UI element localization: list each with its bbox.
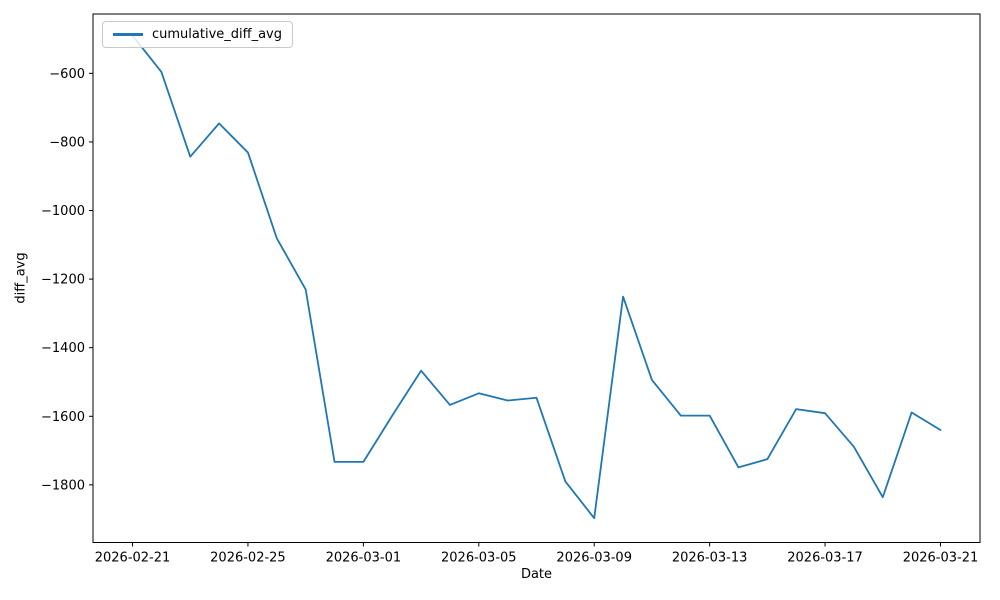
- x-tick-label: 2026-03-13: [672, 551, 748, 566]
- legend-line-swatch: [113, 33, 143, 36]
- y-axis-title: diff_avg: [13, 252, 29, 304]
- y-tick-label: −1800: [41, 478, 85, 493]
- x-tick-label: 2026-03-09: [556, 551, 632, 566]
- x-axis-title: Date: [520, 567, 553, 582]
- y-tick-label: −600: [49, 67, 85, 82]
- legend: cumulative_diff_avg: [102, 21, 293, 48]
- series-line: [131, 34, 942, 520]
- x-tick-label: 2026-02-21: [95, 551, 171, 566]
- y-tick-label: −1200: [41, 273, 85, 288]
- y-tick-label: −1400: [41, 341, 85, 356]
- x-tick-label: 2026-03-01: [326, 551, 402, 566]
- y-tick-label: −800: [49, 135, 85, 150]
- legend-label: cumulative_diff_avg: [152, 27, 282, 42]
- x-tick-label: 2026-02-25: [210, 551, 286, 566]
- y-tick-label: −1600: [41, 410, 85, 425]
- x-tick-label: 2026-03-05: [441, 551, 517, 566]
- y-tick-label: −1000: [41, 204, 85, 219]
- x-tick-label: 2026-03-17: [787, 551, 863, 566]
- x-tick-label: 2026-03-21: [903, 551, 979, 566]
- plot-border: [92, 13, 981, 543]
